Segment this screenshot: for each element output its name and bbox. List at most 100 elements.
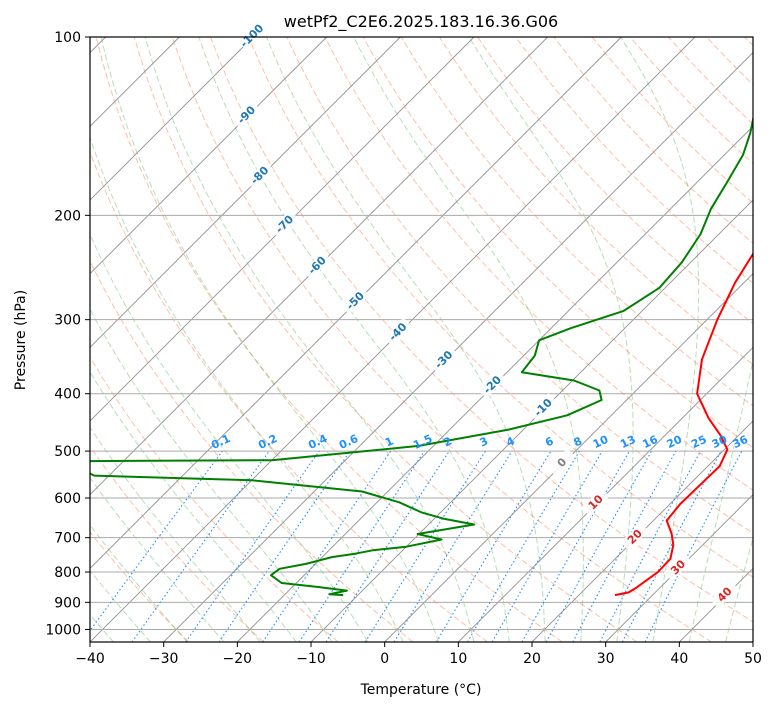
x-tick-label: −20 bbox=[223, 651, 253, 667]
isotherm-line bbox=[458, 346, 753, 642]
dry-adiabat bbox=[90, 531, 190, 642]
dry-adiabat bbox=[133, 37, 638, 642]
dry-adiabat bbox=[90, 445, 264, 642]
isotherm-label-bg bbox=[429, 345, 458, 374]
temperature-profile bbox=[614, 252, 753, 597]
x-tick-label: 20 bbox=[523, 651, 541, 667]
series-layer bbox=[90, 114, 753, 597]
mixing-ratio-line bbox=[90, 450, 223, 632]
x-axis-title: Temperature (°C) bbox=[360, 682, 482, 698]
moist-adiabat bbox=[144, 37, 475, 642]
dry-adiabat bbox=[171, 37, 712, 642]
mixing-ratio-line bbox=[572, 450, 677, 642]
moist-adiabat bbox=[90, 233, 369, 642]
dry-adiabat bbox=[210, 37, 753, 623]
mixing-ratio-line bbox=[185, 450, 320, 642]
dry-adiabat bbox=[90, 356, 339, 642]
mixing-ratio-label: 13 bbox=[618, 433, 637, 451]
grid-layer bbox=[90, 37, 753, 642]
mixing-ratio-line bbox=[298, 450, 425, 642]
y-tick-label: 700 bbox=[54, 531, 81, 547]
y-tick-label: 400 bbox=[54, 387, 81, 403]
moist-adiabat bbox=[688, 358, 753, 642]
moist-adiabat bbox=[266, 37, 546, 642]
isotherm-label-bg bbox=[581, 487, 610, 517]
dry-adiabat bbox=[248, 37, 753, 578]
y-tick-label: 200 bbox=[54, 208, 81, 224]
mixing-ratio-label: 25 bbox=[689, 433, 708, 451]
isotherm-label-bg bbox=[270, 209, 299, 239]
mixing-ratio-label: 16 bbox=[640, 433, 660, 451]
dry-adiabat bbox=[438, 37, 753, 366]
mixing-ratio-label: 20 bbox=[665, 433, 685, 451]
moist-adiabat bbox=[90, 426, 261, 642]
isotherm-line bbox=[90, 37, 622, 569]
isotherm-label-bg bbox=[340, 286, 370, 315]
isotherm-label-bg bbox=[528, 393, 558, 422]
isotherm-line bbox=[90, 37, 327, 275]
y-tick-label: 1000 bbox=[45, 622, 81, 638]
moist-adiabat bbox=[90, 524, 188, 642]
axis-layer: −40 −30 −20 −10 0 10 20 30 40 5010020030040050060… bbox=[45, 30, 762, 667]
mixing-ratio-line bbox=[218, 450, 351, 642]
mixing-ratio-label: 30 bbox=[710, 433, 730, 451]
mixing-ratio-label: 10 bbox=[591, 433, 611, 451]
y-tick-label: 300 bbox=[54, 313, 81, 329]
isotherm-line bbox=[90, 37, 254, 201]
x-tick-label: −40 bbox=[75, 651, 105, 667]
isotherm-label-bg bbox=[383, 317, 412, 346]
isotherm-line bbox=[384, 273, 753, 642]
x-tick-label: 40 bbox=[670, 651, 688, 667]
y-axis-title: Pressure (hPa) bbox=[13, 290, 29, 390]
moist-adiabat bbox=[198, 37, 510, 642]
moist-adiabat bbox=[90, 569, 151, 642]
moist-adiabat bbox=[353, 37, 584, 642]
mixing-ratio-line bbox=[325, 450, 450, 642]
isotherm-label-bg bbox=[302, 250, 331, 280]
moist-adiabat bbox=[100, 37, 439, 642]
isotherm-label-bg bbox=[663, 552, 692, 582]
isotherm-line bbox=[310, 199, 753, 642]
mixing-ratio-line bbox=[644, 450, 743, 642]
isotherm-label-bg bbox=[237, 21, 266, 50]
x-tick-label: 10 bbox=[449, 651, 467, 667]
isotherm-label-bg bbox=[477, 370, 507, 399]
isotherm-line bbox=[605, 494, 753, 642]
isotherm-label-bg bbox=[547, 448, 576, 477]
y-tick-label: 900 bbox=[54, 595, 81, 611]
chart-title: wetPf2_C2E6.2025.183.16.36.G06 bbox=[284, 12, 558, 32]
y-tick-label: 500 bbox=[54, 444, 81, 460]
dry-adiabat bbox=[515, 37, 753, 284]
isotherm-label-bg bbox=[232, 100, 261, 129]
isotherm-label-bg bbox=[620, 522, 649, 551]
x-tick-label: −30 bbox=[149, 651, 179, 667]
isotherm-line bbox=[90, 37, 475, 422]
isotherm-line bbox=[90, 37, 548, 496]
mixing-ratio-line bbox=[393, 450, 513, 642]
isotherm-label-bg bbox=[710, 580, 739, 609]
mixing-ratio-label: 36 bbox=[731, 433, 751, 451]
mixing-ratio-line bbox=[131, 450, 270, 642]
moist-adiabat bbox=[90, 476, 225, 642]
dry-adiabat bbox=[95, 37, 563, 642]
isotherm-line bbox=[90, 37, 401, 348]
y-tick-label: 100 bbox=[54, 30, 81, 46]
isotherm-label-bg bbox=[245, 160, 274, 190]
x-tick-label: 0 bbox=[380, 651, 389, 667]
y-tick-label: 600 bbox=[54, 491, 81, 507]
x-tick-label: 50 bbox=[744, 651, 762, 667]
x-tick-label: −10 bbox=[296, 651, 326, 667]
x-tick-label: 30 bbox=[597, 651, 615, 667]
isotherm-line bbox=[163, 52, 753, 642]
moist-adiabat bbox=[90, 135, 404, 642]
mixing-ratio-line bbox=[262, 450, 392, 642]
isotherm-label: 0 bbox=[547, 448, 576, 477]
moist-adiabat bbox=[620, 37, 700, 642]
dry-adiabat bbox=[90, 150, 488, 642]
dewpoint-profile bbox=[90, 114, 753, 597]
mixing-ratio-line bbox=[545, 450, 653, 642]
moist-adiabat bbox=[90, 370, 297, 642]
plot-frame bbox=[89, 36, 754, 643]
